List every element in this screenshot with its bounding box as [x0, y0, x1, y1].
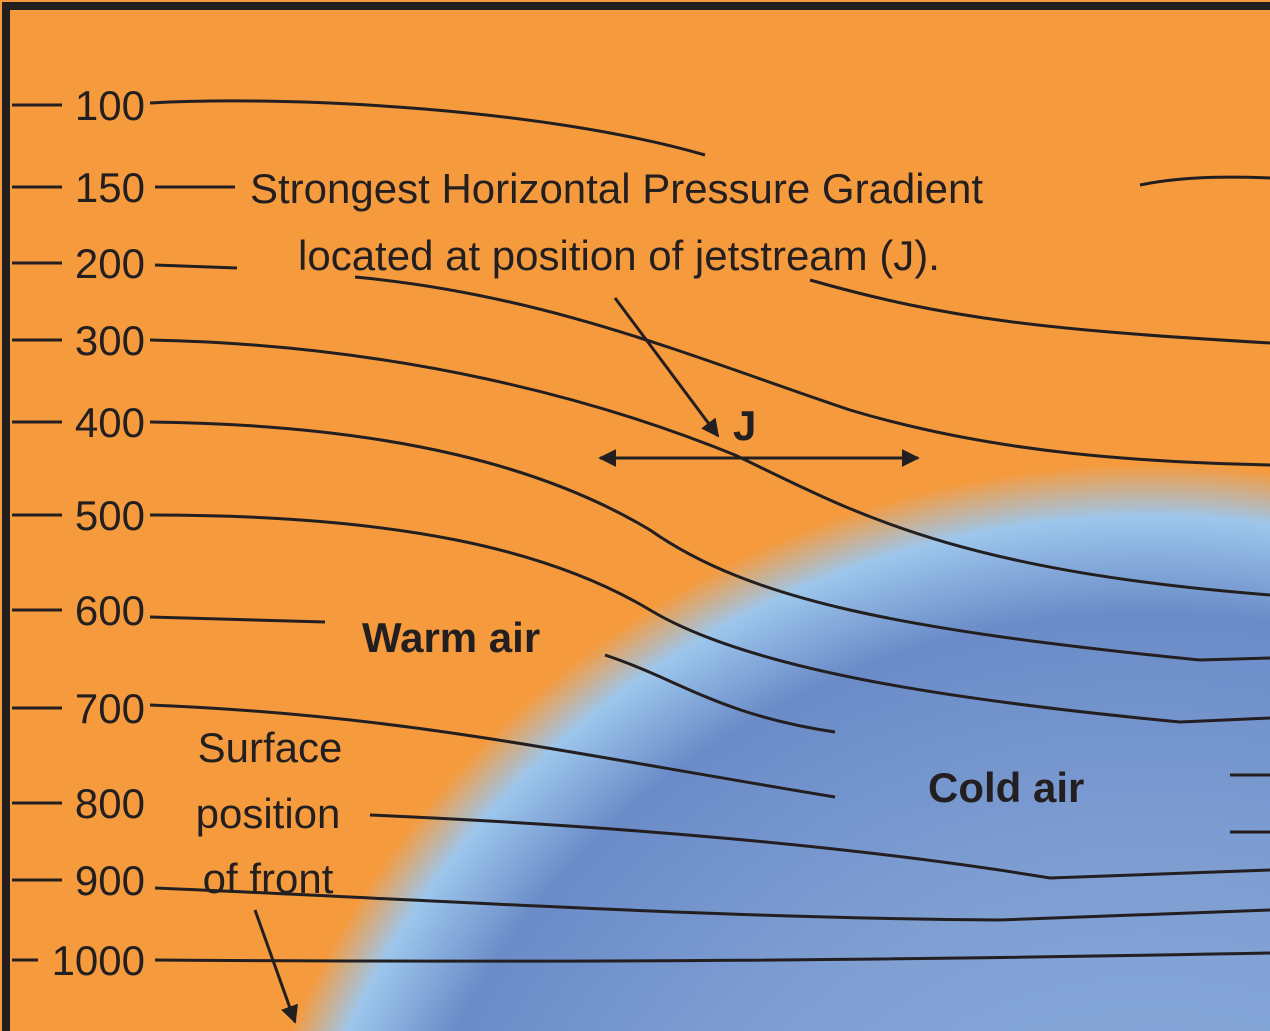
front-label: of front [203, 855, 334, 902]
level-label: 600 [75, 587, 145, 634]
warm-air-label: Warm air [362, 614, 540, 661]
cold-air-label: Cold air [928, 764, 1084, 811]
level-label: 400 [75, 399, 145, 446]
level-label: 300 [75, 317, 145, 364]
front-label: Surface [198, 724, 343, 771]
diagram: 100 150 200 300 400 500 600 700 800 900 1000 Stron… [0, 0, 1270, 1031]
level-label: 500 [75, 492, 145, 539]
level-label: 100 [75, 82, 145, 129]
annotation: located at position of jetstream (J). [298, 232, 940, 279]
level-label: 800 [75, 780, 145, 827]
level-label: 150 [75, 164, 145, 211]
jet-label: J [733, 402, 756, 449]
annotation: Strongest Horizontal Pressure Gradient [250, 165, 983, 212]
level-label: 700 [75, 685, 145, 732]
level-label: 900 [75, 857, 145, 904]
level-label: 1000 [52, 937, 145, 984]
front-label: position [196, 790, 341, 837]
level-label: 200 [75, 240, 145, 287]
